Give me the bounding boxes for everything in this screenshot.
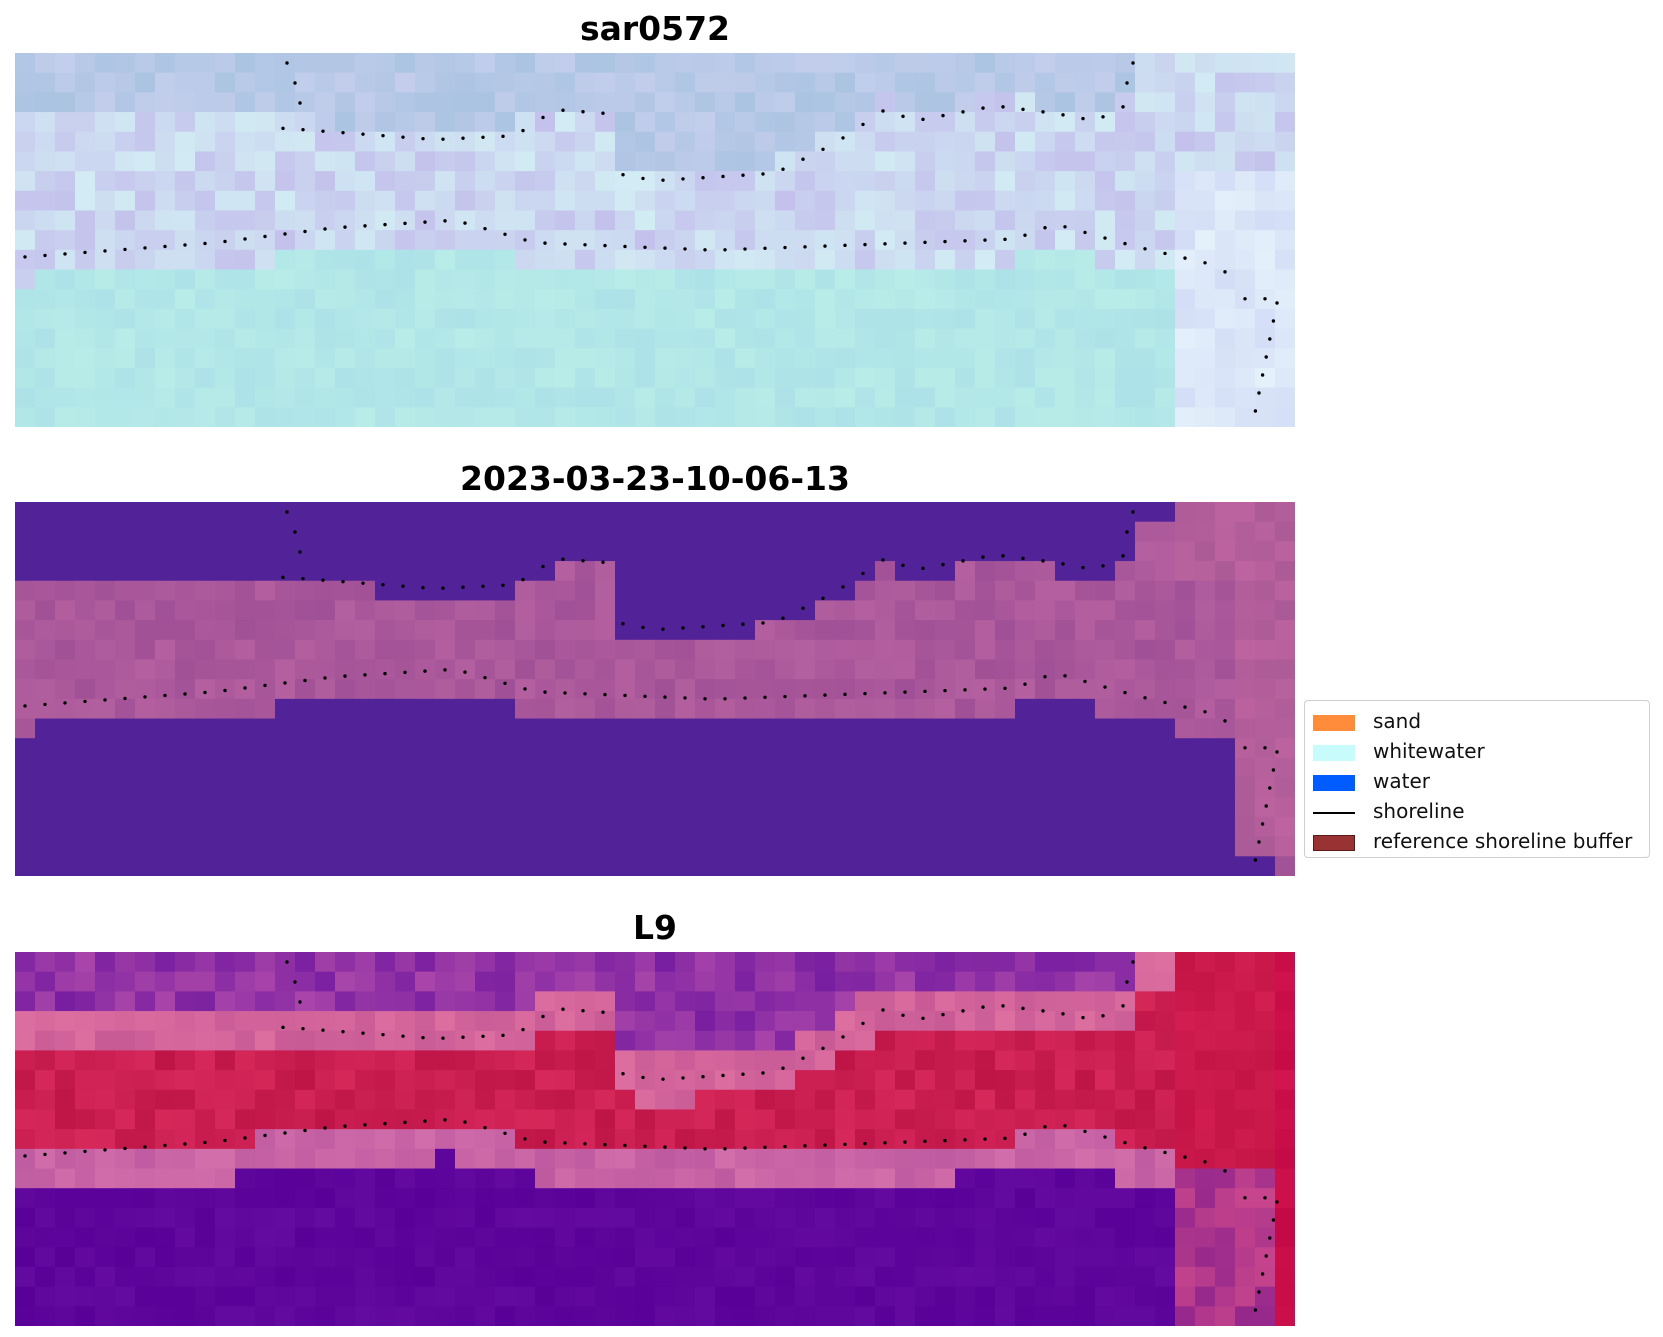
shoreline-dots (23, 510, 1279, 862)
panel-title-index: L9 (633, 908, 677, 947)
shoreline-dots (23, 960, 1279, 1312)
satellite-rgb-image (15, 53, 1295, 427)
raster-pixels (15, 53, 1295, 427)
raster-pixels (15, 502, 1295, 876)
legend-label-water: water (1373, 769, 1430, 793)
legend-label-reference-buffer: reference shoreline buffer (1373, 829, 1633, 853)
panel-title-classified: 2023-03-23-10-06-13 (460, 459, 850, 498)
legend-item-reference-buffer: reference shoreline buffer (1313, 827, 1643, 857)
shoreline-line-icon (1313, 812, 1355, 814)
legend-label-sand: sand (1373, 709, 1422, 733)
legend-item-sand: sand (1313, 707, 1643, 737)
legend-item-whitewater: whitewater (1313, 737, 1643, 767)
legend-label-whitewater: whitewater (1373, 739, 1485, 763)
classified-image (15, 502, 1295, 876)
reference-buffer-swatch (1313, 835, 1355, 851)
water-swatch (1313, 775, 1355, 791)
legend-label-shoreline: shoreline (1373, 799, 1465, 823)
legend: sand whitewater water shoreline referenc… (1304, 700, 1650, 858)
whitewater-swatch (1313, 745, 1355, 761)
shoreline-dots (23, 61, 1279, 413)
panel-title-rgb: sar0572 (579, 9, 731, 48)
raster-pixels (15, 952, 1295, 1326)
index-image (15, 952, 1295, 1326)
legend-item-shoreline: shoreline (1313, 797, 1643, 827)
legend-item-water: water (1313, 767, 1643, 797)
sand-swatch (1313, 715, 1355, 731)
